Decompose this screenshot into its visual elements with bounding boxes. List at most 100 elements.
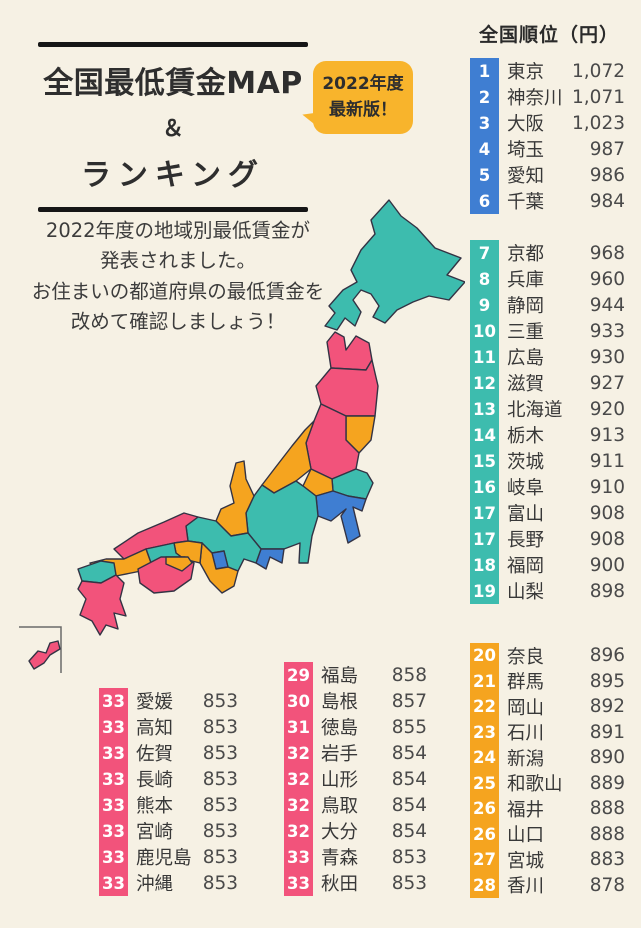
prefecture-name: 青森 [321,848,359,869]
ranking-row: 32 鳥取 854 [284,792,429,818]
wage-value: 920 [589,398,625,420]
rank-badge: 23 [470,719,499,745]
prefecture-name: 山形 [321,770,359,791]
rank-badge: 25 [470,770,499,796]
wage-value: 896 [589,645,625,667]
ranking-row: 33 秋田 853 [284,870,429,896]
ranking-row: 2 神奈川 1,071 [470,84,627,110]
wage-value: 854 [391,820,427,842]
prefecture-name: 山口 [507,825,545,847]
ranking-row: 12 滋賀 927 [470,370,627,396]
ranking-row: 17 長野 908 [470,526,627,552]
wage-value: 854 [391,768,427,790]
ranking-row: 33 高知 853 [99,714,240,740]
ranking-row: 33 青森 853 [284,844,429,870]
wage-value: 892 [589,696,625,718]
prefecture-name: 大阪 [507,114,545,135]
rank-badge: 3 [470,110,499,136]
wage-value: 1,023 [572,112,625,134]
rank-badge: 32 [284,766,313,792]
map-region-hokkaido [324,199,465,331]
wage-value: 987 [589,138,625,160]
wage-value: 898 [589,580,625,602]
wage-value: 853 [202,794,238,816]
ranking-group-orange: 20 奈良 896 21 群馬 895 22 岡山 892 23 石川 891 … [470,643,627,898]
ranking-row: 22 岡山 892 [470,694,627,720]
prefecture-name: 愛知 [507,166,545,187]
wage-value: 891 [589,721,625,743]
map-region-aomori [326,331,373,371]
map-region-kyushu [77,574,127,636]
wage-value: 853 [202,768,238,790]
title-rule-bottom [38,207,308,212]
map-region-okinawa [28,640,61,670]
rank-badge: 33 [99,688,128,714]
ranking-row: 33 熊本 853 [99,792,240,818]
prefecture-name: 石川 [507,723,545,745]
ranking-row: 33 長崎 853 [99,766,240,792]
rank-badge: 13 [470,396,499,422]
okinawa-inset-border [19,626,62,673]
ranking-row: 6 千葉 984 [470,188,627,214]
wage-value: 960 [589,268,625,290]
ranking-row: 33 佐賀 853 [99,740,240,766]
prefecture-name: 岐阜 [507,478,545,499]
prefecture-name: 東京 [507,62,545,83]
ranking-group-teal: 7 京都 968 8 兵庫 960 9 静岡 944 10 三重 933 11 … [470,240,627,604]
prefecture-name: 島根 [321,692,359,713]
ranking-group-blue: 1 東京 1,072 2 神奈川 1,071 3 大阪 1,023 4 埼玉 9… [470,58,627,214]
wage-value: 889 [589,772,625,794]
prefecture-name: 福岡 [507,556,545,577]
wage-value: 853 [202,820,238,842]
prefecture-name: 鳥取 [321,796,359,817]
wage-value: 1,071 [572,86,625,108]
ranking-row: 30 島根 857 [284,688,429,714]
wage-value: 888 [589,823,625,845]
rank-badge: 33 [284,870,313,896]
ranking-row: 4 埼玉 987 [470,136,627,162]
prefecture-name: 宮崎 [136,822,174,843]
edition-year: 2022年度 [322,74,404,94]
ranking-row: 21 群馬 895 [470,668,627,694]
map-region-kanto-blue [315,490,367,544]
wage-value: 930 [589,346,625,368]
prefecture-name: 熊本 [136,796,174,817]
wage-value: 854 [391,742,427,764]
rank-badge: 27 [470,847,499,873]
rank-badge: 21 [470,668,499,694]
ranking-row: 7 京都 968 [470,240,627,266]
prefecture-name: 神奈川 [507,88,563,109]
rank-badge: 33 [99,792,128,818]
prefecture-name: 茨城 [507,452,545,473]
wage-value: 853 [202,716,238,738]
map-region-kagawa [165,556,193,572]
rank-badge: 17 [470,500,499,526]
prefecture-name: 長崎 [136,770,174,791]
ranking-row: 14 栃木 913 [470,422,627,448]
rank-badge: 32 [284,740,313,766]
rank-badge: 19 [470,578,499,604]
ranking-row: 13 北海道 920 [470,396,627,422]
rank-badge: 32 [284,792,313,818]
prefecture-name: 新潟 [507,748,545,770]
prefecture-name: 奈良 [507,646,545,668]
ranking-row: 17 富山 908 [470,500,627,526]
prefecture-name: 群馬 [507,672,545,694]
rank-badge: 6 [470,188,499,214]
ranking-row: 33 愛媛 853 [99,688,240,714]
intro-line: 2022年度の地域別最低賃金が [45,219,311,242]
wage-value: 900 [589,554,625,576]
wage-value: 927 [589,372,625,394]
wage-value: 986 [589,164,625,186]
rank-badge: 8 [470,266,499,292]
prefecture-name: 富山 [507,504,545,525]
prefecture-name: 静岡 [507,296,545,317]
ranking-row: 18 福岡 900 [470,552,627,578]
ranking-row: 9 静岡 944 [470,292,627,318]
wage-value: 853 [391,846,427,868]
wage-value: 910 [589,476,625,498]
intro-text: 2022年度の地域別最低賃金が 発表されました。 お住まいの都道府県の最低賃金を… [8,216,348,338]
prefecture-name: 岡山 [507,697,545,719]
rank-badge: 12 [470,370,499,396]
